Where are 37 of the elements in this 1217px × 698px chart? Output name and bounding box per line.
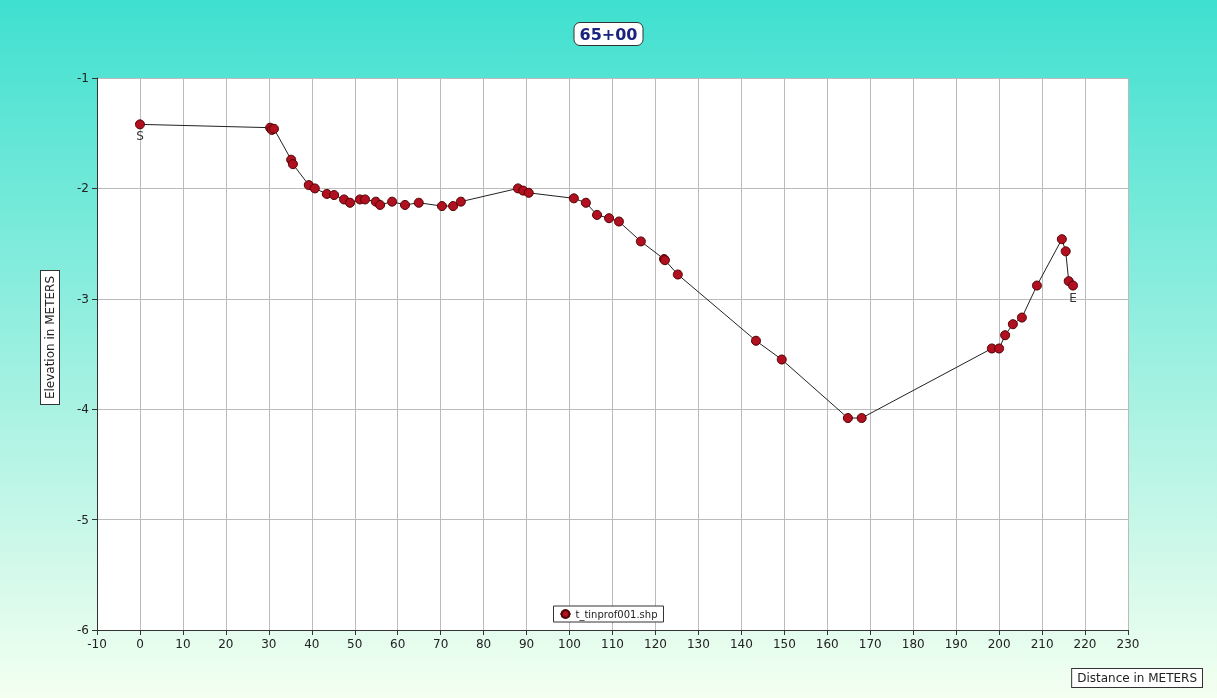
x-tick-label: 40 — [304, 637, 320, 651]
x-tick-label: 20 — [218, 637, 234, 651]
x-tick-label: 170 — [858, 637, 882, 651]
x-tick-label: 180 — [901, 637, 925, 651]
x-tick-label: 210 — [1030, 637, 1054, 651]
x-tick-label: 150 — [772, 637, 796, 651]
legend-label: t_tinprof001.shp — [575, 608, 658, 621]
x-tick-label: 230 — [1116, 637, 1140, 651]
x-tick-label: 50 — [347, 637, 363, 651]
y-tick-label: -6 — [77, 623, 89, 637]
x-tick-label: 140 — [729, 637, 753, 651]
x-tick-label: 200 — [987, 637, 1011, 651]
x-tick-label: 120 — [644, 637, 667, 651]
y-tick-label: -4 — [77, 402, 89, 417]
x-tick-label: 80 — [475, 637, 492, 651]
y-tick-label: -5 — [77, 512, 89, 527]
y-tick-label: -3 — [77, 291, 89, 306]
x-tick-label: 190 — [944, 637, 968, 651]
chart-title: 65+00 — [579, 24, 638, 44]
x-tick-label: 110 — [601, 637, 624, 651]
x-tick-label: -10 — [87, 637, 107, 651]
x-tick-label: 0 — [136, 637, 144, 651]
x-tick-label: 70 — [433, 637, 449, 651]
x-tick-label: 60 — [390, 637, 406, 651]
x-tick-label: 100 — [558, 637, 581, 651]
y-tick-label: -1 — [77, 71, 89, 85]
x-tick-label: 160 — [815, 637, 839, 651]
x-axis-title: Distance in METERS — [1077, 671, 1197, 685]
x-tick-label: 90 — [518, 637, 535, 651]
annotation: E — [1069, 290, 1077, 305]
annotation: S — [136, 129, 144, 144]
x-tick-label: 10 — [175, 637, 191, 651]
x-tick-label: 30 — [261, 637, 277, 651]
y-axis-title: Elevation in METERS — [43, 275, 57, 400]
x-tick-label: 220 — [1073, 637, 1097, 651]
y-tick-label: -2 — [77, 181, 89, 196]
x-tick-label: 130 — [686, 637, 710, 651]
